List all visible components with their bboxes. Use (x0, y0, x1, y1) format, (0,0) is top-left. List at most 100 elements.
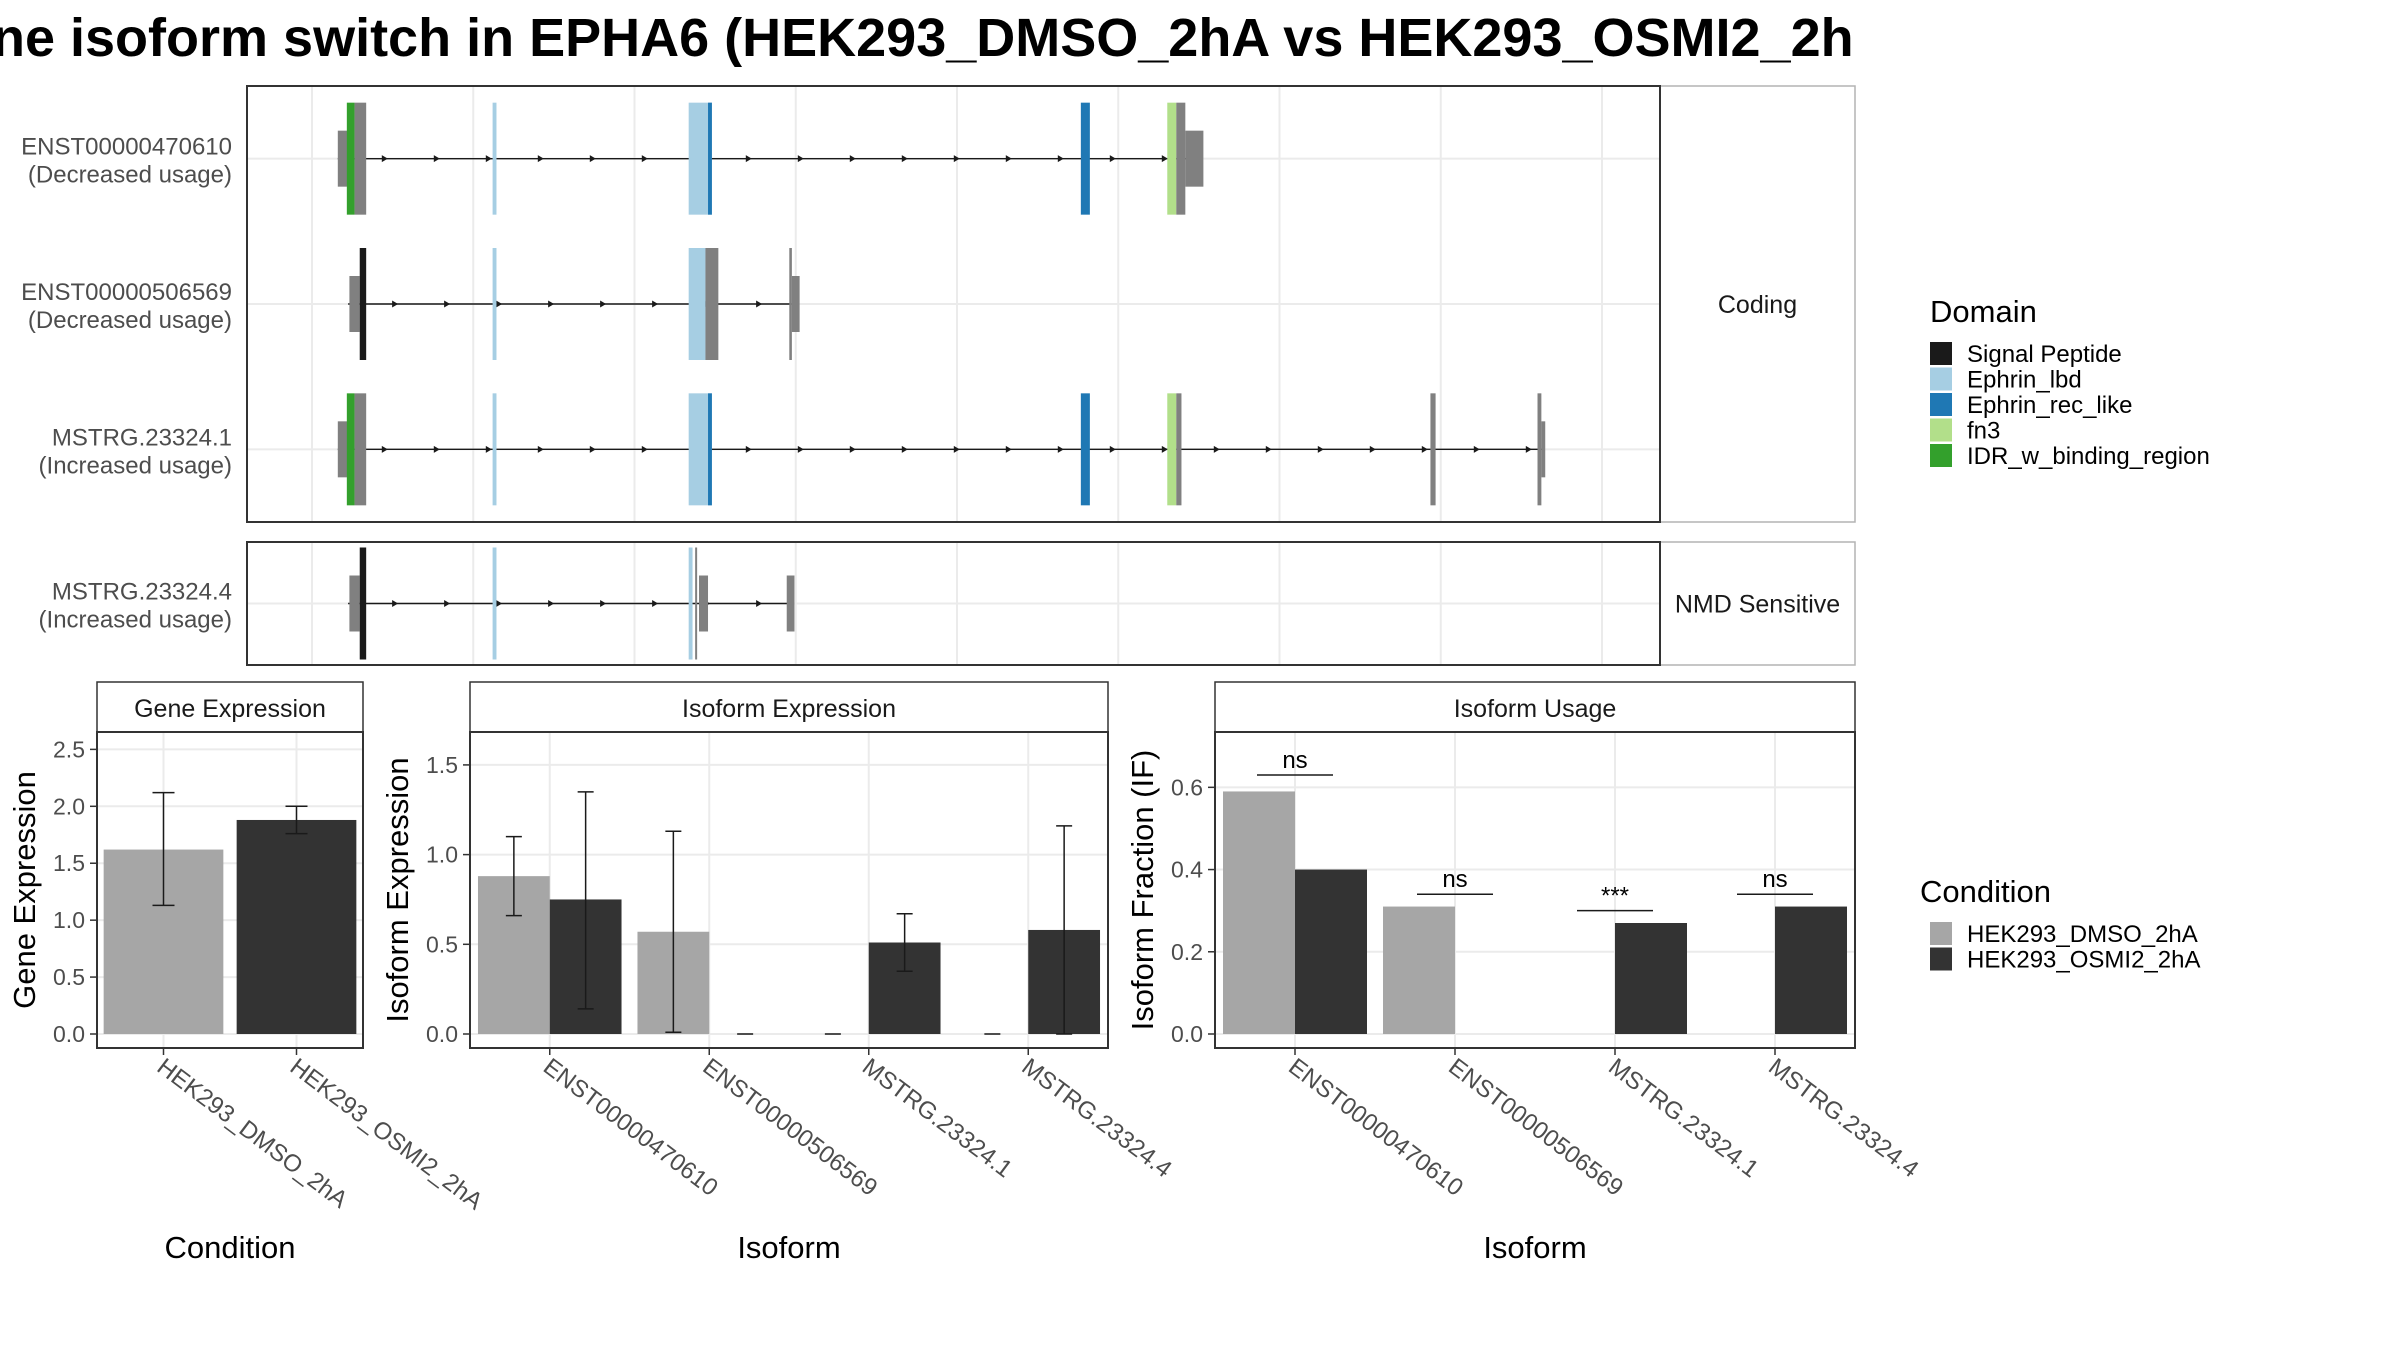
strand-arrow (745, 445, 752, 453)
exon-ephrin-lbd (492, 102, 497, 215)
strand-arrow (1057, 445, 1064, 453)
isoform-label: MSTRG.23324.4 (52, 579, 232, 606)
strand-arrow (496, 600, 503, 607)
exon-signal-peptide (359, 248, 367, 360)
strip-coding (1659, 85, 1856, 523)
isoform-track-mstrg-23324-4: MSTRG.23324.4(Increased usage) (39, 547, 795, 660)
strand-arrow (600, 300, 607, 308)
strand-arrow (392, 300, 399, 308)
strand-arrow (548, 600, 555, 607)
strand-arrow (1005, 155, 1012, 163)
condition-legend-key-hek293-osmi2-2ha (1930, 947, 1952, 971)
domain-legend-key-idr-w-binding-region (1930, 444, 1952, 467)
bar-hek293-osmi2-2ha (236, 819, 357, 1034)
exon-untagged (789, 248, 792, 360)
x-tick-label: MSTRG.23324.4 (1763, 1053, 1923, 1183)
chart-strip (96, 681, 364, 733)
y-tick-label: 0.0 (1171, 1021, 1203, 1047)
exon-untagged (349, 276, 360, 332)
exon-signal-peptide (359, 547, 367, 660)
domain-legend-label: Ephrin_rec_like (1967, 392, 2132, 419)
y-axis-label: Isoform Expression (380, 757, 415, 1022)
domain-legend-key-ephrin-lbd (1930, 367, 1952, 391)
chart-title: Gene Expression (134, 695, 326, 723)
chart-isoform-expression: Isoform Expression 0.0 0.5 1.0 1.5 ENST000004… (380, 681, 1177, 1265)
chart-strip (1214, 681, 1856, 733)
strand-arrow (901, 445, 908, 453)
strand-arrow (1473, 445, 1480, 453)
y-tick-label: 0.2 (1171, 939, 1203, 965)
exon-untagged (699, 575, 709, 632)
exon-ephrin-rec-like (1080, 393, 1090, 506)
strand-arrow (1265, 445, 1272, 453)
strand-arrow (756, 300, 763, 308)
strip-label-coding: Coding (1718, 291, 1797, 319)
exon-fn3 (1167, 102, 1177, 215)
structure-panel-border-coding (246, 85, 1661, 523)
exon-untagged (1185, 130, 1204, 187)
strand-arrow (1005, 445, 1012, 453)
strand-arrow (392, 600, 399, 607)
strand-arrow (756, 600, 763, 607)
strand-arrow (600, 600, 607, 607)
strand-arrow (953, 445, 960, 453)
exon-untagged (1176, 102, 1186, 215)
structure-panel-border-nmd (246, 541, 1661, 666)
isoform-annotation: (Increased usage) (39, 607, 232, 634)
strand-arrow (1369, 445, 1376, 453)
exon-untagged (1430, 393, 1436, 506)
condition-legend-label: HEK293_OSMI2_2hA (1967, 947, 2200, 974)
bar-hek293-dmso-2ha-enst00000470610 (1223, 791, 1295, 1034)
domain-legend-label: IDR_w_binding_region (1967, 443, 2210, 470)
y-axis-label: Isoform Fraction (IF) (1125, 750, 1160, 1031)
domain-legend-label: Signal Peptide (1967, 341, 2122, 368)
strand-arrow (381, 445, 388, 453)
domain-legend-title: Domain (1930, 294, 2037, 329)
strand-arrow (1109, 445, 1116, 453)
exon-untagged (354, 393, 367, 506)
isoform-label: MSTRG.23324.1 (52, 424, 232, 451)
strand-arrow (641, 155, 648, 163)
domain-legend-key-fn3 (1930, 418, 1952, 442)
bar-hek293-dmso-2ha-enst00000506569 (1383, 906, 1455, 1034)
exon-untagged (349, 575, 360, 632)
y-tick-label: 1.5 (53, 850, 85, 876)
exon-untagged (786, 575, 795, 632)
strand-arrow (652, 300, 659, 308)
condition-legend-key-hek293-dmso-2ha (1930, 922, 1952, 945)
isoform-annotation: (Decreased usage) (28, 162, 232, 189)
x-tick-label: MSTRG.23324.1 (1603, 1053, 1763, 1183)
strand-arrow (485, 445, 492, 453)
strand-arrow (537, 155, 544, 163)
exon-ephrin-rec-like (1080, 102, 1090, 215)
chart-strip (469, 681, 1109, 733)
strip-label-nmd: NMD Sensitive (1675, 591, 1840, 619)
strand-arrow (901, 155, 908, 163)
x-axis-label: Condition (165, 1230, 296, 1265)
exon-ephrin-lbd (688, 248, 706, 360)
x-tick-label: ENST00000470610 (1283, 1053, 1468, 1201)
exon-ephrin-lbd (492, 547, 497, 660)
exon-untagged (695, 547, 698, 660)
strand-arrow (548, 300, 555, 308)
strand-arrow (641, 445, 648, 453)
exon-ephrin-lbd (492, 248, 497, 360)
exon-untagged (1176, 393, 1182, 506)
strand-arrow (537, 445, 544, 453)
strand-arrow (444, 300, 451, 308)
strand-arrow (381, 155, 388, 163)
strand-arrow (1421, 445, 1428, 453)
condition-legend-label: HEK293_DMSO_2hA (1967, 921, 2198, 948)
strand-arrow (1109, 155, 1116, 163)
bar-hek293-osmi2-2ha-mstrg-23324-1 (1615, 923, 1687, 1034)
strand-arrow (1057, 155, 1064, 163)
y-tick-label: 1.0 (426, 842, 458, 868)
exon-ephrin-lbd (492, 393, 497, 506)
y-tick-label: 0.4 (1171, 857, 1203, 883)
isoform-track-enst00000506569: ENST00000506569(Decreased usage) (21, 248, 800, 360)
strand-arrow (589, 445, 596, 453)
x-tick-label: MSTRG.23324.4 (1017, 1053, 1177, 1183)
